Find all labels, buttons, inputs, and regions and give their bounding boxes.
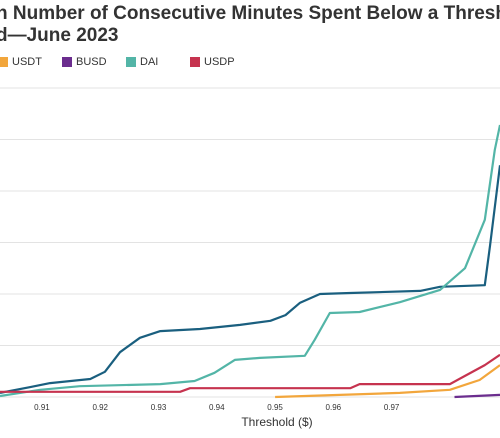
x-tick-label: 0.91 [34, 403, 50, 412]
legend-label: USDT [12, 56, 42, 68]
x-tick-label: 0.95 [267, 403, 283, 412]
legend-label: USDP [204, 56, 235, 68]
legend-label: DAI [140, 56, 158, 68]
x-tick-label: 0.94 [209, 403, 225, 412]
legend-swatch [62, 57, 72, 67]
legend-swatch [190, 57, 200, 67]
x-tick-label: 0.93 [151, 403, 167, 412]
chart-title: n Number of Consecutive Minutes Spent Be… [0, 3, 500, 24]
chart-subtitle: d—June 2023 [0, 25, 119, 46]
x-axis-label: Threshold ($) [241, 415, 312, 429]
legend-swatch [0, 57, 8, 67]
legend-label: BUSD [76, 56, 107, 68]
x-tick-label: 0.97 [384, 403, 400, 412]
series-line [0, 125, 500, 396]
legend-swatch [126, 57, 136, 67]
series-line [275, 365, 500, 397]
x-tick-label: 0.92 [92, 403, 108, 412]
x-tick-label: 0.96 [326, 403, 342, 412]
